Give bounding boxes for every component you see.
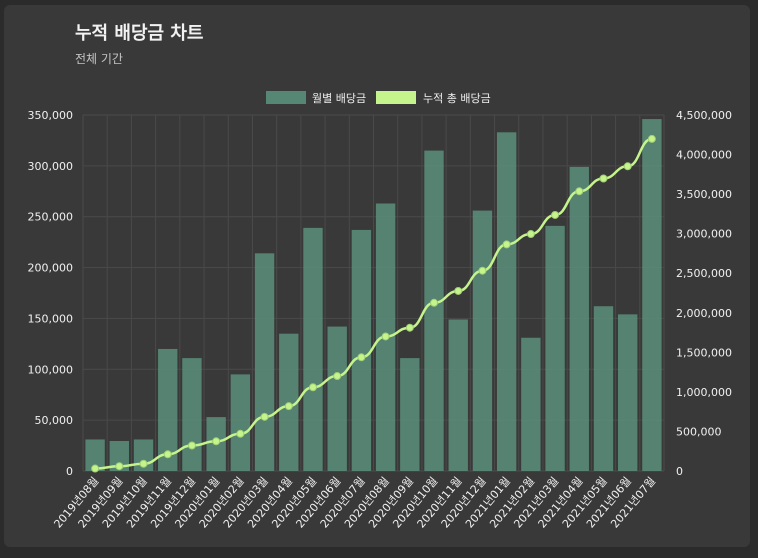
bar[interactable] [424, 150, 444, 471]
bar[interactable] [593, 306, 614, 471]
bar[interactable] [496, 132, 517, 471]
line-point[interactable] [308, 383, 317, 392]
y-left-tick-label: 150,000 [28, 312, 74, 325]
y-left-tick-label: 200,000 [28, 262, 74, 275]
line-point[interactable] [405, 323, 414, 332]
y-left-tick-label: 100,000 [28, 363, 74, 376]
legend-line-label[interactable]: 누적 총 배당금 [423, 92, 491, 105]
bar[interactable] [448, 319, 468, 471]
grid-lines [82, 114, 665, 472]
legend[interactable]: 월별 배당금 누적 총 배당금 [266, 91, 491, 105]
line-point[interactable] [260, 412, 269, 421]
line-point[interactable] [163, 450, 172, 459]
line-point[interactable] [526, 230, 535, 239]
legend-bar-label[interactable]: 월별 배당금 [312, 92, 366, 105]
line-point[interactable] [381, 332, 390, 341]
y-right-tick-label: 3,500,000 [676, 188, 732, 201]
line-point[interactable] [478, 266, 487, 275]
y-left-tick-label: 300,000 [28, 160, 74, 173]
line-point[interactable] [575, 187, 584, 196]
bar[interactable] [303, 227, 323, 471]
line-point[interactable] [333, 372, 342, 381]
line-point[interactable] [115, 462, 124, 471]
y-left-tick-label: 0 [66, 465, 73, 478]
line-point[interactable] [284, 402, 293, 411]
y-right-tick-label: 2,000,000 [676, 307, 732, 320]
y-right-tick-label: 2,500,000 [676, 267, 732, 280]
y-axis-left: 0 50,000 100,000 150,000 200,000 250,000 300,0… [28, 109, 74, 478]
bar[interactable] [182, 358, 202, 471]
bar[interactable] [254, 253, 275, 471]
y-left-tick-label: 250,000 [28, 211, 74, 224]
line-point[interactable] [187, 441, 196, 450]
bar[interactable] [327, 326, 347, 471]
line-point[interactable] [551, 210, 560, 219]
line-point[interactable] [502, 240, 511, 249]
line-point[interactable] [430, 298, 439, 307]
line-point[interactable] [236, 429, 245, 438]
line-point[interactable] [623, 162, 632, 171]
bar[interactable] [472, 210, 493, 471]
y-right-tick-label: 4,000,000 [676, 149, 732, 162]
line-point[interactable] [599, 174, 608, 183]
bar[interactable] [545, 225, 565, 471]
line-point[interactable] [91, 464, 100, 473]
chart-subtitle: 전체 기간 [75, 52, 123, 66]
bar[interactable] [230, 374, 251, 471]
legend-bar-swatch[interactable] [266, 91, 306, 104]
y-right-tick-label: 1,500,000 [676, 346, 732, 359]
line-point[interactable] [454, 286, 463, 295]
y-right-tick-label: 1,000,000 [676, 386, 732, 399]
line-point[interactable] [647, 134, 656, 143]
bar[interactable] [109, 440, 129, 471]
bar[interactable] [85, 439, 105, 471]
chart-title: 누적 배당금 차트 [75, 23, 204, 44]
y-right-tick-label: 500,000 [676, 425, 722, 438]
y-left-tick-label: 50,000 [35, 414, 74, 427]
x-axis: 2019년08월2019년09월2019년10월2019년11월2019년12월… [51, 475, 658, 531]
bar-series [85, 119, 662, 472]
line-point[interactable] [357, 353, 366, 362]
bar[interactable] [642, 119, 662, 471]
y-right-tick-label: 3,000,000 [676, 228, 732, 241]
bar[interactable] [521, 337, 541, 471]
y-axis-right: 0 500,000 1,000,000 1,500,000 2,000,000 2,500… [676, 109, 732, 478]
bar[interactable] [158, 348, 178, 471]
line-point[interactable] [139, 459, 148, 468]
y-left-tick-label: 350,000 [28, 109, 74, 122]
bar[interactable] [351, 229, 372, 471]
line-series [91, 134, 656, 473]
bar[interactable] [618, 314, 638, 471]
line-point[interactable] [212, 437, 221, 446]
legend-line-swatch[interactable] [376, 91, 416, 104]
bar[interactable] [569, 166, 589, 472]
y-right-tick-label: 0 [676, 465, 683, 478]
bar[interactable] [400, 358, 420, 471]
y-right-tick-label: 4,500,000 [676, 109, 732, 122]
